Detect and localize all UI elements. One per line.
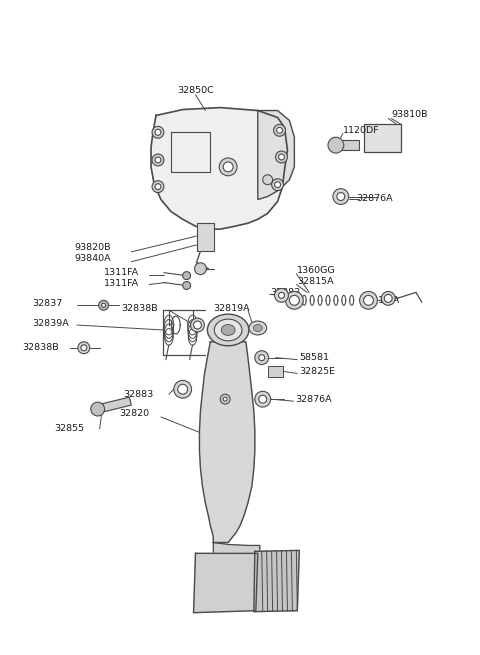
Circle shape (81, 345, 87, 350)
Text: 32837: 32837 (33, 299, 63, 308)
Text: 1311FA: 1311FA (104, 279, 139, 288)
Circle shape (278, 154, 285, 160)
Circle shape (99, 301, 108, 310)
Circle shape (155, 129, 161, 135)
Bar (337, 140, 359, 150)
Text: 58581: 58581 (300, 353, 329, 362)
Circle shape (337, 193, 345, 200)
Circle shape (255, 391, 271, 407)
Polygon shape (96, 397, 131, 413)
Text: 1311FA: 1311FA (104, 268, 139, 277)
Circle shape (152, 154, 164, 166)
Circle shape (183, 272, 191, 280)
Circle shape (220, 394, 230, 404)
Circle shape (333, 189, 349, 204)
Polygon shape (254, 550, 300, 612)
Circle shape (78, 342, 90, 354)
Circle shape (178, 384, 188, 394)
Circle shape (155, 157, 161, 163)
Text: 93810B: 93810B (391, 110, 428, 119)
Bar (268, 365, 284, 377)
Circle shape (259, 354, 264, 361)
Polygon shape (258, 111, 294, 200)
Text: 32838B: 32838B (23, 343, 59, 352)
Text: 32876A: 32876A (357, 194, 393, 203)
Text: 32819A: 32819A (213, 304, 250, 312)
Text: 32825: 32825 (264, 563, 294, 572)
Circle shape (274, 124, 286, 136)
Circle shape (152, 181, 164, 193)
Text: 1310JA: 1310JA (367, 296, 400, 305)
Ellipse shape (214, 319, 242, 341)
Text: 32839A: 32839A (33, 318, 69, 328)
Circle shape (276, 151, 288, 163)
Circle shape (328, 138, 344, 153)
Text: 93840A: 93840A (74, 254, 110, 263)
Circle shape (102, 303, 106, 307)
Text: 32883: 32883 (123, 390, 154, 399)
Ellipse shape (253, 324, 262, 331)
Circle shape (289, 295, 300, 305)
Circle shape (183, 282, 191, 290)
Circle shape (219, 158, 237, 176)
Text: 1120DF: 1120DF (343, 126, 379, 135)
Ellipse shape (221, 324, 235, 335)
Circle shape (191, 318, 204, 332)
Text: 32838B: 32838B (121, 304, 158, 312)
Circle shape (155, 183, 161, 189)
Text: 32855: 32855 (54, 424, 84, 434)
Text: 32815A: 32815A (297, 277, 334, 286)
Circle shape (259, 395, 267, 403)
Circle shape (152, 126, 164, 138)
Circle shape (275, 288, 288, 303)
Circle shape (360, 291, 377, 309)
Circle shape (363, 295, 373, 305)
Circle shape (263, 175, 273, 185)
Text: 1360GG: 1360GG (297, 266, 336, 275)
Polygon shape (213, 542, 260, 555)
Circle shape (272, 179, 284, 191)
Circle shape (276, 127, 283, 133)
Circle shape (286, 291, 303, 309)
Ellipse shape (249, 321, 267, 335)
Circle shape (223, 162, 233, 172)
Text: 32820: 32820 (120, 409, 150, 419)
Text: 93820B: 93820B (74, 244, 110, 252)
Circle shape (381, 291, 395, 305)
Ellipse shape (207, 314, 249, 346)
Text: 32876A: 32876A (295, 395, 332, 403)
Circle shape (194, 263, 206, 274)
Circle shape (174, 381, 192, 398)
Text: 32850C: 32850C (177, 86, 214, 95)
Circle shape (91, 402, 105, 416)
Polygon shape (193, 553, 258, 612)
Circle shape (275, 181, 280, 187)
Text: 32883: 32883 (271, 288, 301, 297)
Circle shape (255, 350, 269, 365)
Polygon shape (151, 107, 288, 229)
Circle shape (384, 294, 392, 303)
Text: 32825E: 32825E (300, 367, 336, 376)
Polygon shape (200, 342, 255, 542)
Bar (363, 124, 401, 152)
Circle shape (193, 321, 202, 329)
Bar (196, 223, 214, 251)
Circle shape (223, 397, 227, 401)
Circle shape (278, 292, 285, 298)
